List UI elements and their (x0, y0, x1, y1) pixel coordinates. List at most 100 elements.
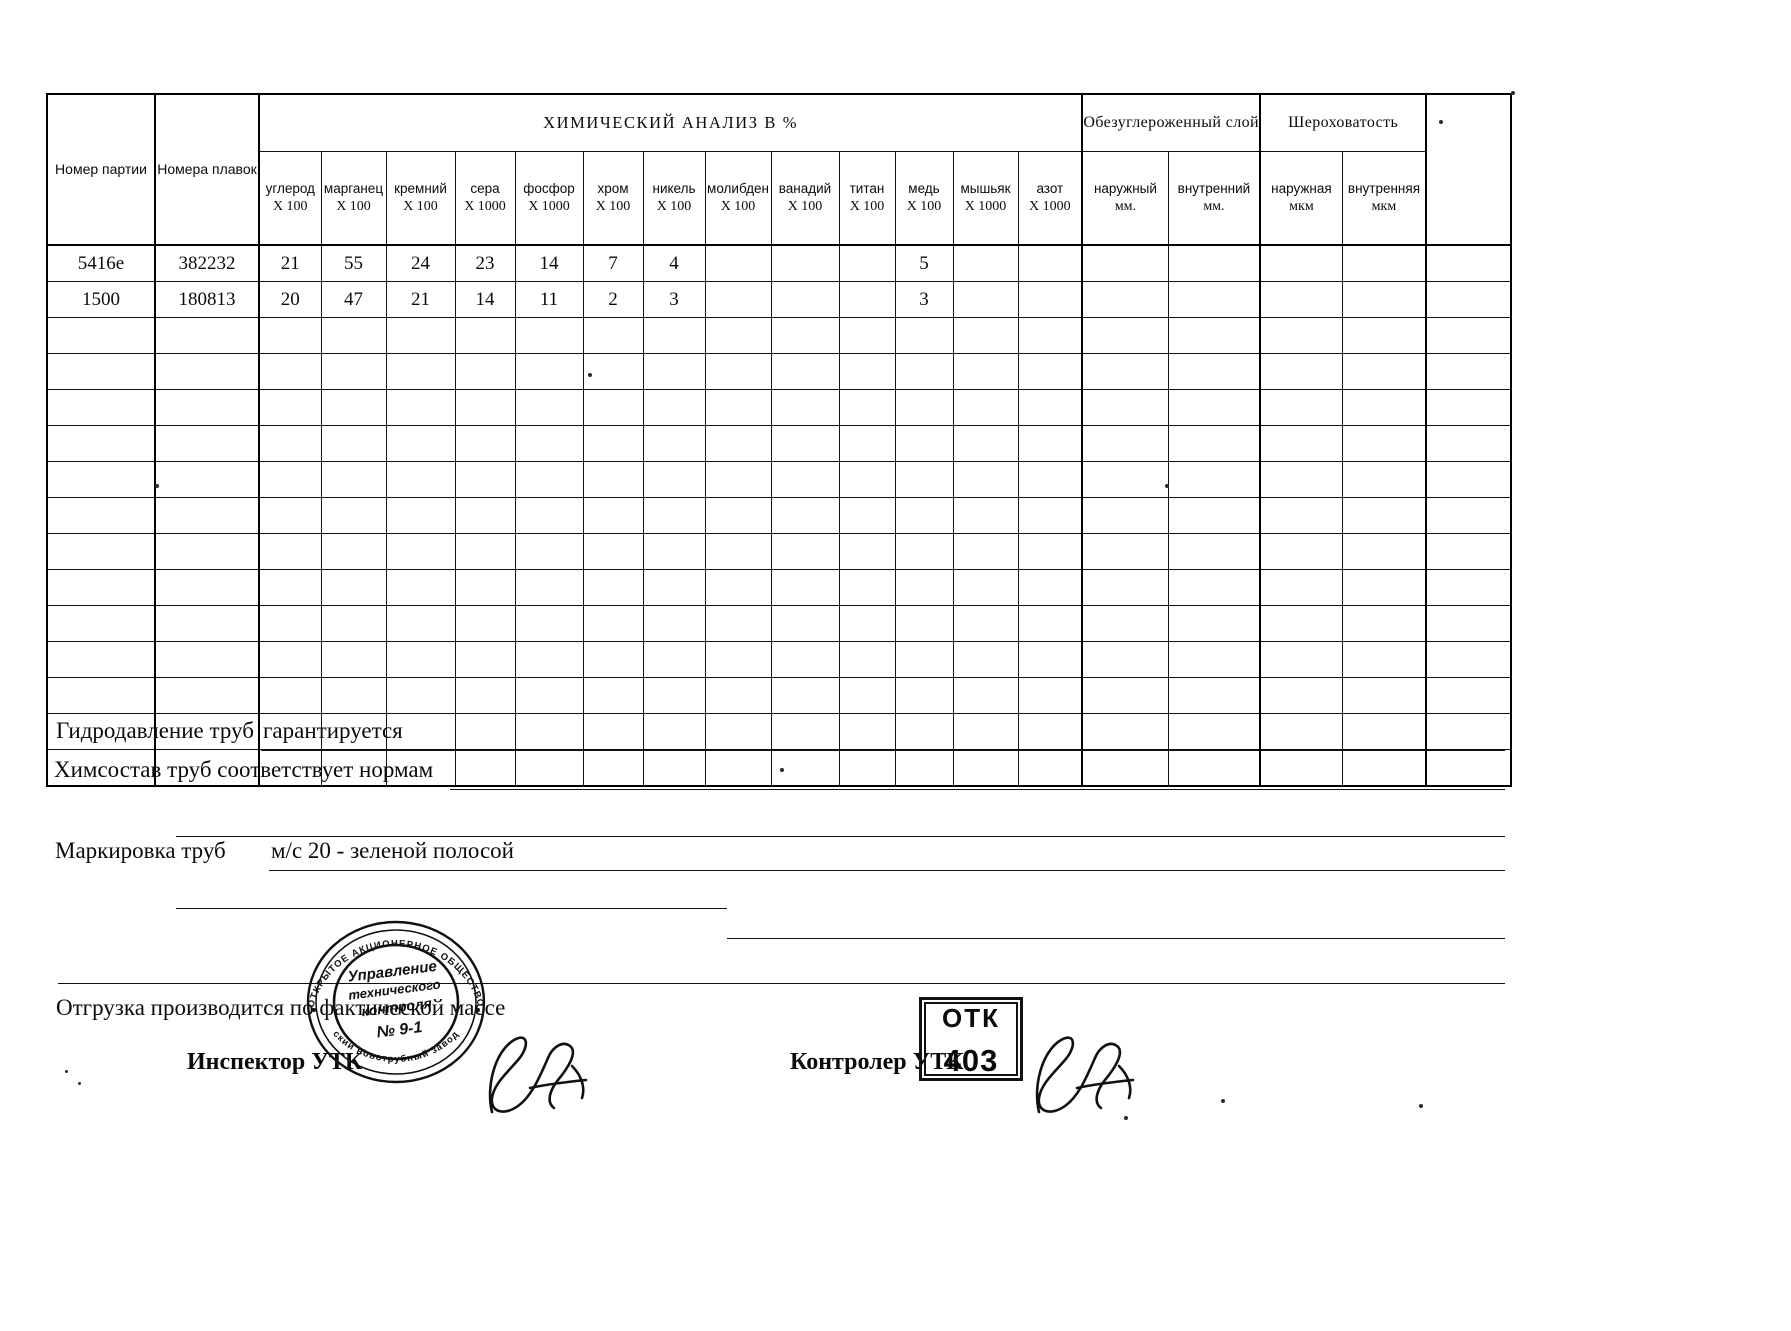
table-cell (952, 389, 1019, 426)
table-cell (1259, 461, 1343, 498)
table-cell (770, 713, 840, 750)
group-header-chemical-analysis: ХИМИЧЕСКИЙ АНАЛИЗ В % (258, 93, 1084, 152)
table-cell (320, 641, 387, 678)
table-cell (514, 713, 584, 750)
col-header-molybdenum-mult: X 100 (720, 198, 756, 214)
table-cell (642, 353, 706, 390)
table-cell (582, 641, 644, 678)
table-cell (320, 749, 387, 787)
otk-stamp-number: 403 (943, 1043, 999, 1078)
table-cell (582, 677, 644, 714)
table-cell (320, 533, 387, 570)
table-cell (385, 677, 456, 714)
table-cell (46, 713, 156, 750)
table-cell (1017, 713, 1084, 750)
table-cell (952, 353, 1019, 390)
table-cell (1425, 713, 1512, 750)
table-cell (704, 605, 772, 642)
table-cell: 3 (894, 281, 954, 318)
table-cell (46, 677, 156, 714)
table-cell (704, 677, 772, 714)
table-cell (1081, 389, 1169, 426)
col-header-sulfur-label: сера (470, 180, 500, 196)
table-cell (1017, 317, 1084, 354)
table-cell (1167, 641, 1262, 678)
table-cell (704, 497, 772, 534)
table-cell (770, 749, 840, 787)
table-cell (1259, 605, 1343, 642)
table-cell (46, 749, 156, 787)
table-cell (1425, 749, 1512, 787)
col-header-molybdenum-label: молибден (707, 180, 769, 196)
table-cell (154, 641, 260, 678)
col-header-silicon-label: кремний (394, 180, 447, 196)
table-cell (770, 461, 840, 498)
table-cell (385, 389, 456, 426)
table-cell (320, 713, 387, 750)
table-cell: 3 (642, 281, 706, 318)
inspector-signature (470, 1028, 600, 1125)
table-cell (385, 605, 456, 642)
col-header-phosphorus: фосфор X 1000 (514, 151, 584, 246)
scan-speck (155, 484, 159, 488)
table-cell (894, 605, 954, 642)
table-cell (1017, 569, 1084, 606)
table-cell (1425, 389, 1512, 426)
table-cell (258, 569, 322, 606)
table-cell (838, 605, 896, 642)
statement-value-pipe-marking: м/с 20 - зеленой полосой (271, 838, 514, 863)
shipping-note: Отгрузка производится по фактической мас… (56, 995, 506, 1020)
table-cell (770, 425, 840, 462)
table-cell (258, 533, 322, 570)
statement-rule-4 (269, 870, 1505, 871)
table-cell (1259, 281, 1343, 318)
table-cell (704, 425, 772, 462)
table-cell (952, 677, 1019, 714)
table-row: 1500 180813 20 47 21 14 11 2 3 3 (46, 281, 1512, 318)
table-cell (1259, 317, 1343, 354)
table-cell (1081, 461, 1169, 498)
table-row-empty (46, 317, 1512, 354)
table-cell (1341, 281, 1428, 318)
table-cell (154, 353, 260, 390)
table-cell (1017, 533, 1084, 570)
round-stamp-line-4: № 9-1 (376, 1019, 424, 1041)
table-cell (258, 749, 322, 787)
table-cell (770, 605, 840, 642)
table-cell (838, 389, 896, 426)
statement-rule-6 (727, 938, 1505, 939)
table-cell (385, 713, 456, 750)
table-cell (514, 569, 584, 606)
table-cell (454, 533, 516, 570)
table-cell (514, 605, 584, 642)
table-cell (1341, 497, 1428, 534)
table-cell (1167, 244, 1262, 282)
table-cell (385, 569, 456, 606)
col-header-decarb-inner-mult: мм. (1203, 198, 1225, 214)
controller-label: Контролер УТК (790, 1049, 964, 1075)
table-cell (1341, 425, 1428, 462)
table-cell (894, 317, 954, 354)
col-header-phosphorus-mult: X 1000 (528, 198, 570, 214)
table-cell (454, 569, 516, 606)
table-cell (258, 461, 322, 498)
table-cell (1341, 533, 1428, 570)
table-cell (1167, 317, 1262, 354)
table-cell: 11 (514, 281, 584, 318)
table-cell (1167, 461, 1262, 498)
table-cell (952, 713, 1019, 750)
statement-rule-5 (176, 908, 727, 909)
table-cell (1167, 605, 1262, 642)
table-cell (154, 713, 260, 750)
col-header-decarb-outer-mult: мм. (1114, 198, 1137, 214)
scan-speck (1439, 120, 1443, 124)
table-cell (642, 389, 706, 426)
table-cell (320, 461, 387, 498)
table-cell (642, 677, 706, 714)
table-cell (838, 497, 896, 534)
table-cell (952, 281, 1019, 318)
table-cell (1017, 677, 1084, 714)
table-cell (952, 749, 1019, 787)
table-cell (952, 533, 1019, 570)
table-cell (1259, 713, 1343, 750)
